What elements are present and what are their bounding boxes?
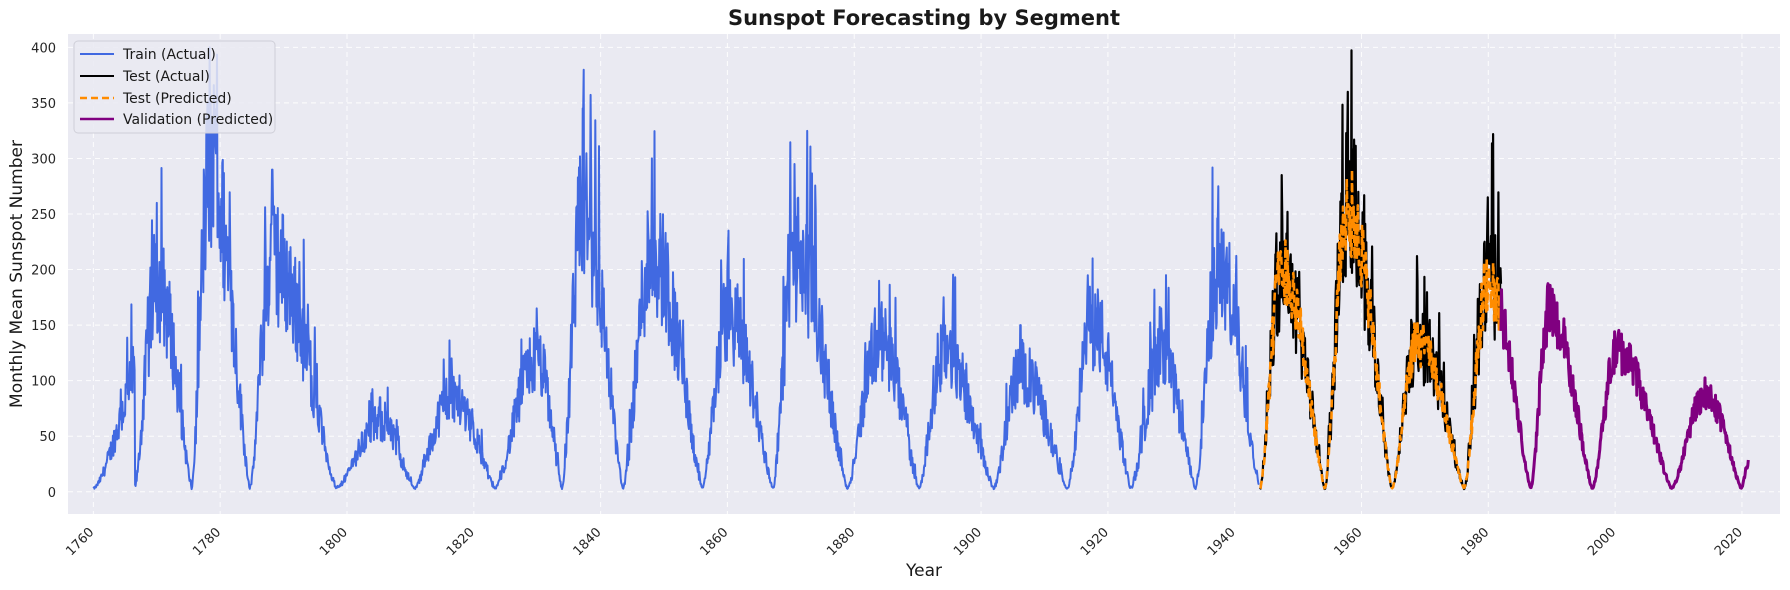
series-line-train-actual [92, 46, 1260, 491]
x-tick-label: 1980 [1458, 525, 1492, 559]
legend-label-test-actual: Test (Actual) [122, 69, 210, 85]
x-tick-label: 1820 [444, 525, 478, 559]
x-tick-label: 1940 [1205, 525, 1239, 559]
x-tick-label: 1840 [571, 525, 605, 559]
y-tick-label: 50 [39, 430, 56, 445]
legend-label-test-predicted: Test (Predicted) [122, 91, 232, 107]
x-tick-label: 2000 [1585, 525, 1619, 559]
y-axis-title: Monthly Mean Sunspot Number [7, 140, 27, 408]
x-axis-title: Year [905, 561, 942, 581]
series-line-validation-predicted [1499, 282, 1750, 490]
x-tick-label: 1800 [317, 525, 351, 559]
x-tick-label: 1960 [1332, 525, 1366, 559]
series-line-test-predicted [1259, 168, 1503, 490]
x-tick-label: 1920 [1078, 525, 1112, 559]
y-tick-label: 250 [31, 208, 56, 223]
x-tick-label: 1760 [63, 525, 97, 559]
legend-label-train: Train (Actual) [122, 47, 216, 63]
y-tick-label: 100 [31, 375, 56, 390]
y-tick-label: 150 [31, 319, 56, 334]
legend: Train (Actual) Test (Actual) Test (Predi… [73, 40, 276, 134]
x-tick-label: 2020 [1712, 525, 1746, 559]
y-tick-label: 200 [31, 264, 56, 279]
y-tick-label: 350 [31, 97, 56, 112]
x-tick-label: 1860 [697, 525, 731, 559]
legend-box [73, 40, 276, 134]
legend-label-validation: Validation (Predicted) [123, 112, 273, 128]
series-layer [92, 46, 1750, 491]
chart-title: Sunspot Forecasting by Segment [728, 6, 1120, 30]
y-axis-ticks: 0 50 100 150 200 250 300 350 400 [31, 41, 56, 500]
y-tick-label: 400 [31, 41, 56, 56]
x-tick-label: 1900 [951, 525, 985, 559]
y-tick-label: 0 [48, 486, 56, 501]
x-tick-label: 1780 [190, 525, 224, 559]
x-axis-ticks: 1760 1780 1800 1820 1840 1860 1880 1900 1920 1940… [63, 525, 1746, 559]
y-tick-label: 300 [31, 152, 56, 167]
x-tick-label: 1880 [824, 525, 858, 559]
